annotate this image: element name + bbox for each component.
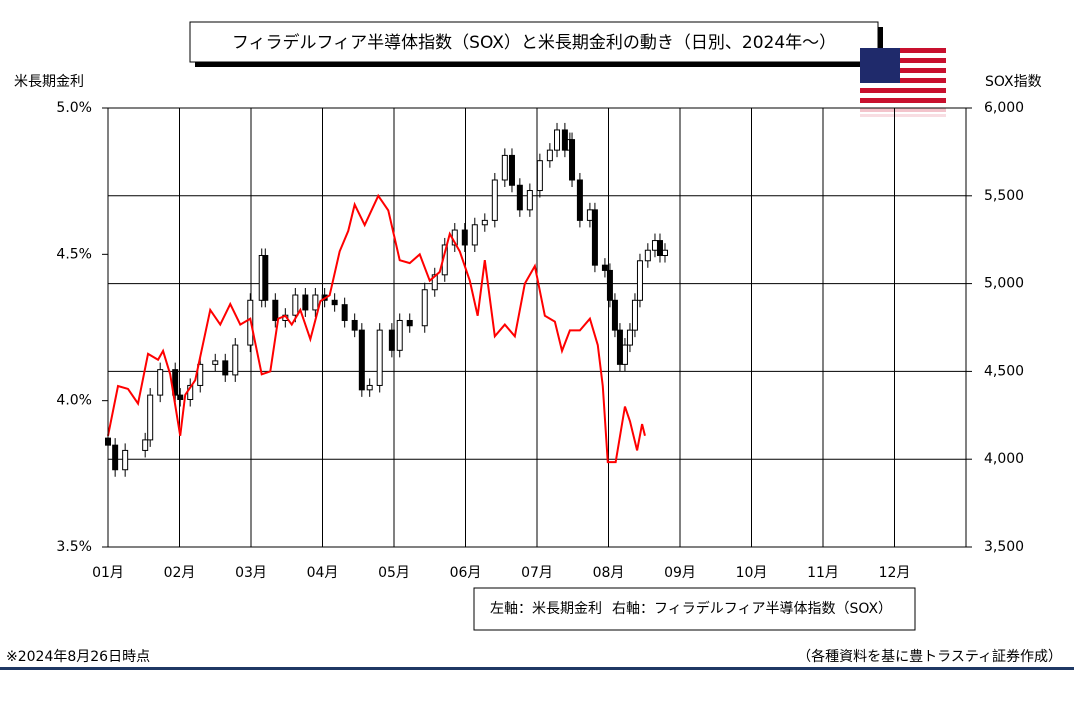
candle-body <box>421 289 428 327</box>
legend-box <box>473 587 916 631</box>
legend: 左軸：米長期金利 右軸：フィラデルフィア半導体指数（SOX） <box>490 600 892 617</box>
plot-border <box>107 107 967 548</box>
candle-body <box>611 299 618 331</box>
x-tick-label: 08月 <box>593 565 625 581</box>
candle-body <box>272 299 279 321</box>
y-tick-label: 4.5% <box>56 246 92 262</box>
candle-body <box>262 255 269 301</box>
candle-body <box>606 269 613 301</box>
candle-body <box>396 319 403 351</box>
candle-body <box>172 369 179 396</box>
candle-body <box>554 129 561 151</box>
candle-body <box>626 329 633 346</box>
candle-body <box>222 360 229 376</box>
bottom-rule <box>0 667 1074 670</box>
y2-tick-label: 6,000 <box>984 100 1024 116</box>
candle-body <box>631 299 638 331</box>
candle-body <box>644 249 651 262</box>
x-tick-label: 05月 <box>378 565 410 581</box>
candle-body <box>621 344 628 365</box>
candle-body <box>516 184 523 211</box>
candle-body <box>536 160 543 192</box>
x-tick-label: 01月 <box>92 565 124 581</box>
y2-tick-label: 3,500 <box>984 539 1024 555</box>
candle-body <box>501 154 508 181</box>
candle-body <box>331 299 338 306</box>
x-tick-label: 10月 <box>736 565 768 581</box>
candle-body <box>601 264 608 271</box>
candle-body <box>366 384 373 391</box>
candle-body <box>292 294 299 316</box>
y2-tick-label: 4,500 <box>984 363 1024 379</box>
candle-body <box>656 240 663 257</box>
y2-axis-label: SOX指数 <box>985 74 1042 90</box>
candle-body <box>212 360 219 365</box>
yield-line <box>107 193 646 464</box>
candle-body <box>651 240 658 251</box>
candle-body <box>197 363 204 386</box>
candle-body <box>586 209 593 221</box>
legend-prefix: 左軸： <box>490 601 532 617</box>
y2-tick-label: 5,500 <box>984 188 1024 204</box>
candle-body <box>481 219 488 226</box>
candle-body <box>157 369 164 396</box>
candle-body <box>351 319 358 331</box>
candle-body <box>569 139 576 181</box>
y-axis-label: 米長期金利 <box>14 74 84 90</box>
candle-body <box>232 344 239 376</box>
candle-body <box>508 154 515 186</box>
x-tick-label: 02月 <box>164 565 196 581</box>
x-tick-label: 07月 <box>521 565 553 581</box>
y-tick-label: 5.0% <box>56 100 92 116</box>
candle-body <box>341 304 348 321</box>
legend-prefix: 右軸： <box>612 601 654 617</box>
legend-entry: 米長期金利 <box>532 601 602 617</box>
source: （各種資料を基に豊トラスティ証券作成） <box>797 648 1062 665</box>
candle-body <box>526 190 533 211</box>
x-tick-label: 11月 <box>807 565 839 581</box>
x-tick-label: 06月 <box>450 565 482 581</box>
candle-body <box>591 209 598 266</box>
candle-body <box>142 439 149 451</box>
y-tick-label: 3.5% <box>56 539 92 555</box>
candle-body <box>461 229 468 246</box>
candle-body <box>661 249 668 257</box>
footnote: ※2024年8月26日時点 <box>6 649 150 665</box>
y2-tick-label: 4,000 <box>984 451 1024 467</box>
y2-tick-label: 5,000 <box>984 276 1024 292</box>
candle-body <box>177 394 184 400</box>
candle-body <box>302 294 309 311</box>
x-tick-label: 04月 <box>307 565 339 581</box>
candle-body <box>431 274 438 291</box>
candle-body <box>546 149 553 162</box>
x-tick-label: 12月 <box>879 565 911 581</box>
chart-title: フィラデルフィア半導体指数（SOX）と米長期金利の動き（日別、2024年～） <box>232 32 836 53</box>
candle-body <box>636 260 643 301</box>
candle-body <box>491 179 498 221</box>
title-box <box>189 21 879 63</box>
candle-body <box>616 329 623 365</box>
candle-body <box>358 329 365 391</box>
candle-body <box>147 394 154 441</box>
candle-body <box>312 294 319 311</box>
candle-body <box>406 319 413 327</box>
candle-body <box>122 449 129 471</box>
x-tick-label: 09月 <box>664 565 696 581</box>
candle-body <box>112 444 119 471</box>
candle-body <box>471 224 478 246</box>
candle-body <box>376 329 383 386</box>
candle-body <box>388 329 395 351</box>
legend-entry: フィラデルフィア半導体指数（SOX） <box>654 600 892 617</box>
candle-body <box>576 179 583 221</box>
y-tick-label: 4.0% <box>56 393 92 409</box>
x-tick-label: 03月 <box>235 565 267 581</box>
candle-body <box>561 129 568 151</box>
us-flag <box>860 48 946 117</box>
